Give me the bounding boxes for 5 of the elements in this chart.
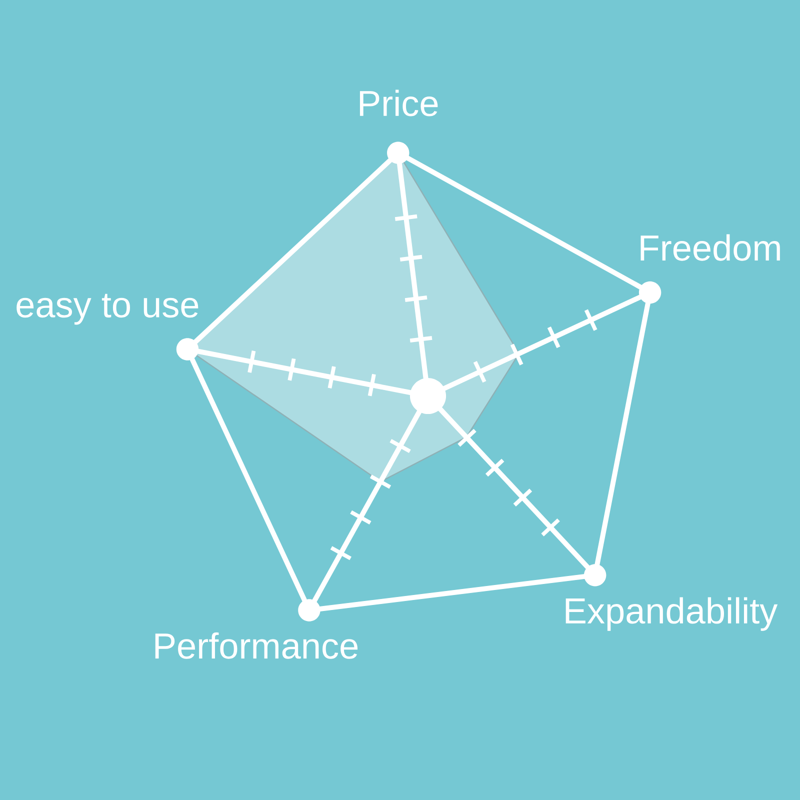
spoke-label: easy to use xyxy=(16,294,198,325)
spoke-label: Performance xyxy=(155,632,358,659)
spoke-label: Expandability xyxy=(566,597,778,631)
spoke-label: Freedom xyxy=(640,234,780,261)
spoke-label: Price xyxy=(360,90,438,116)
